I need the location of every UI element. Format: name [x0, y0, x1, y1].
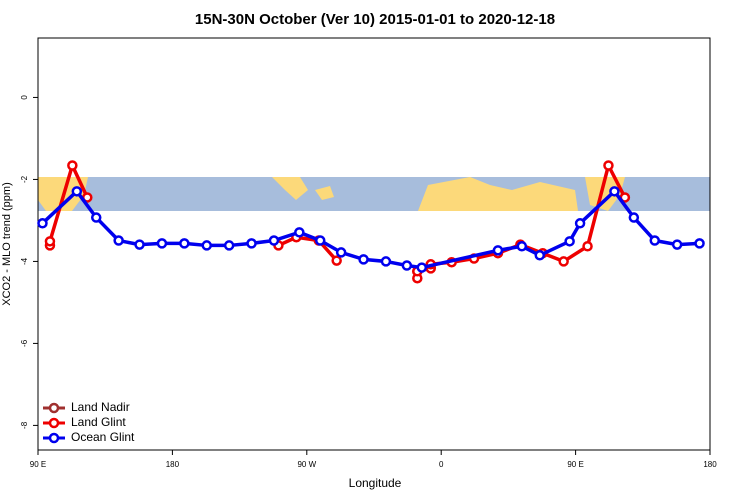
- point: [44, 236, 56, 247]
- point: [335, 247, 347, 258]
- land: [272, 177, 308, 200]
- legend-label: Land Nadir: [71, 400, 130, 414]
- point: [179, 238, 190, 249]
- x-tick-label: 90 W: [297, 460, 316, 469]
- x-tick-label: 90 E: [30, 460, 46, 469]
- point: [358, 254, 369, 265]
- chart-title: 15N-30N October (Ver 10) 2015-01-01 to 2…: [195, 11, 555, 28]
- point: [694, 238, 705, 249]
- point: [516, 241, 528, 252]
- y-axis-label: XCO2 - MLO trend (ppm): [1, 182, 13, 305]
- point: [156, 238, 168, 249]
- point: [71, 186, 83, 197]
- point: [564, 236, 575, 247]
- point: [603, 160, 614, 171]
- point: [401, 260, 413, 271]
- land: [585, 177, 625, 211]
- y-tick-label: -6: [20, 339, 29, 347]
- point: [268, 235, 280, 246]
- legend-label: Land Glint: [71, 415, 126, 429]
- point: [294, 227, 305, 238]
- point: [331, 255, 342, 266]
- point: [558, 256, 569, 267]
- point: [37, 218, 48, 229]
- point: [134, 239, 145, 250]
- point: [628, 212, 640, 223]
- land: [315, 186, 334, 200]
- legend-label: Ocean Glint: [71, 430, 135, 444]
- point: [492, 245, 504, 256]
- plot-frame: [37, 37, 711, 451]
- legend-marker: [48, 417, 60, 429]
- legend-marker: [48, 432, 60, 444]
- point: [246, 238, 257, 249]
- point: [90, 212, 102, 223]
- x-tick-label: 90 E: [567, 460, 583, 469]
- y-tick-label: -4: [20, 257, 29, 265]
- x-axis-label: Longitude: [349, 476, 402, 490]
- point: [380, 256, 392, 267]
- point: [609, 186, 620, 197]
- point: [201, 240, 212, 251]
- series-line: [41, 189, 700, 270]
- point: [223, 240, 235, 251]
- x-tick-label: 180: [166, 460, 180, 469]
- y-tick-label: -8: [20, 421, 29, 429]
- y-tick-label: 0: [20, 95, 29, 100]
- land: [418, 177, 578, 211]
- point: [574, 218, 586, 229]
- y-tick-label: -2: [20, 175, 29, 183]
- point: [416, 262, 428, 273]
- point: [649, 235, 660, 246]
- point: [314, 235, 326, 246]
- map-band: [38, 177, 710, 211]
- x-tick-label: 0: [439, 460, 444, 469]
- point: [113, 235, 124, 246]
- x-tick-label: 180: [703, 460, 717, 469]
- point: [671, 239, 683, 250]
- point: [67, 160, 78, 171]
- legend-marker: [48, 402, 60, 414]
- point: [582, 241, 593, 252]
- point: [534, 250, 546, 261]
